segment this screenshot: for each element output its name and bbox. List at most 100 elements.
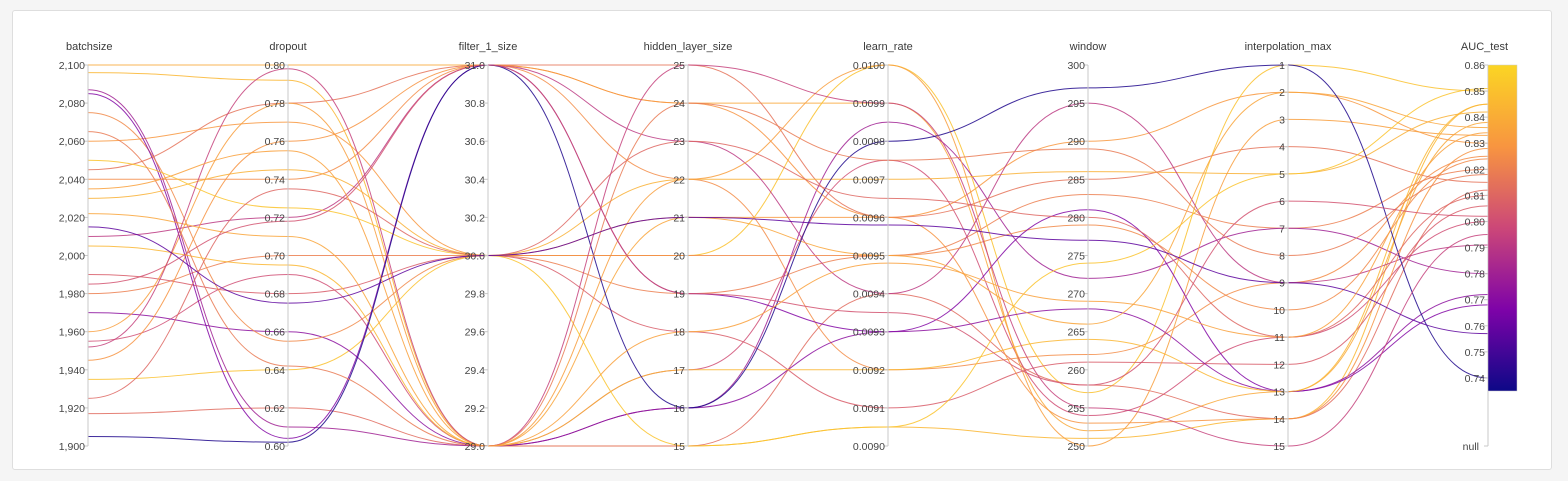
tick-label: 16 [673, 403, 685, 415]
axis-title: batchsize [66, 41, 112, 53]
run-line-6[interactable] [87, 159, 1489, 447]
tick-label: 270 [1067, 289, 1085, 301]
color-scale-bar [1487, 64, 1518, 392]
tick-label: 0.76 [1465, 321, 1486, 333]
run-line-9[interactable] [87, 89, 1489, 447]
run-line-24[interactable] [87, 64, 1489, 447]
tick-label: 0.0091 [853, 403, 885, 415]
axis-title: filter_1_size [459, 41, 518, 53]
tick-label: 1,940 [59, 365, 85, 377]
run-line-26[interactable] [87, 216, 1489, 335]
axis-batchsize[interactable]: batchsize 1,900 1,920 1,940 1,960 1,980 2,000 2… [59, 41, 113, 453]
tick-label: 10 [1273, 305, 1285, 317]
axis-window[interactable]: window 250 255 260 265 270 275 280 285 290 295 300 [1067, 41, 1106, 453]
tick-label: 0.74 [265, 174, 286, 186]
tick-label: 5 [1279, 169, 1285, 181]
null-label: null [1463, 441, 1479, 453]
tick-label: 1,980 [59, 289, 85, 301]
tick-label: 30.0 [465, 251, 486, 263]
axis-title: window [1069, 41, 1107, 53]
tick-label: 0.76 [265, 136, 286, 148]
axis-filter-1-size[interactable]: filter_1_size 29.0 29.2 29.4 29.6 29.8 30.0 30.… [459, 41, 518, 453]
tick-label: 0.83 [1465, 138, 1486, 150]
tick-label: 0.80 [1465, 216, 1486, 228]
tick-label: 30.8 [465, 98, 486, 110]
tick-label: 23 [673, 136, 685, 148]
tick-label: 0.82 [1465, 164, 1486, 176]
run-line-19[interactable] [87, 91, 1489, 447]
run-line-3[interactable] [87, 91, 1489, 257]
tick-label: 290 [1067, 136, 1085, 148]
tick-label: 2,060 [59, 136, 85, 148]
tick-label: 29.4 [465, 365, 486, 377]
tick-label: 0.72 [265, 212, 286, 224]
tick-label: 260 [1067, 365, 1085, 377]
tick-label: 31.0 [465, 60, 486, 72]
tick-label: 30.2 [465, 212, 486, 224]
run-line-10[interactable] [87, 64, 1489, 218]
tick-label: 14 [1273, 414, 1285, 426]
run-line-21[interactable] [87, 87, 1489, 447]
tick-label: 295 [1067, 98, 1085, 110]
tick-label: 0.68 [265, 289, 286, 301]
tick-label: 1,960 [59, 327, 85, 339]
axis-hidden-layer-size[interactable]: hidden_layer_size 15 16 17 18 19 20 21 22 23 24 25 [644, 41, 733, 453]
tick-label: 8 [1279, 251, 1285, 263]
tick-label: 0.74 [1465, 373, 1486, 385]
tick-label: 29.2 [465, 403, 486, 415]
tick-label: 21 [673, 212, 685, 224]
tick-label: 0.0096 [853, 212, 885, 224]
tick-label: 18 [673, 327, 685, 339]
tick-label: 1 [1279, 60, 1285, 72]
tick-label: 24 [673, 98, 685, 110]
tick-label: 30.4 [465, 174, 486, 186]
run-line-5[interactable] [87, 168, 1489, 295]
run-line-11[interactable] [87, 111, 1489, 257]
tick-label: 0.0100 [853, 60, 885, 72]
tick-label: 0.78 [1465, 269, 1486, 281]
tick-label: 285 [1067, 174, 1085, 186]
tick-label: 0.75 [1465, 347, 1486, 359]
tick-label: 25 [673, 60, 685, 72]
axis-title: dropout [269, 41, 306, 53]
tick-label: 7 [1279, 223, 1285, 235]
run-line-27[interactable] [87, 64, 1489, 386]
tick-label: 0.79 [1465, 243, 1486, 255]
tick-label: 0.62 [265, 403, 286, 415]
run-line-2[interactable] [88, 64, 1489, 432]
tick-label: 1,920 [59, 403, 85, 415]
tick-label: 0.0094 [853, 289, 885, 301]
run-lines [87, 64, 1489, 447]
tick-label: 280 [1067, 212, 1085, 224]
tick-label: 0.0099 [853, 98, 885, 110]
tick-label: 2,020 [59, 212, 85, 224]
axis-learn-rate[interactable]: learn_rate 0.0090 0.0091 0.0092 0.0093 0.0094… [853, 41, 913, 453]
tick-label: 255 [1067, 403, 1085, 415]
tick-label: 0.84 [1465, 112, 1486, 124]
tick-label: 2,000 [59, 251, 85, 263]
tick-label: 250 [1067, 441, 1085, 453]
tick-label: 30.6 [465, 136, 486, 148]
axis-title: hidden_layer_size [644, 41, 733, 53]
tick-label: 2,100 [59, 60, 85, 72]
tick-label: 2,080 [59, 98, 85, 110]
tick-label: 17 [673, 365, 685, 377]
tick-label: 20 [673, 251, 685, 263]
axis-dropout[interactable]: dropout 0.60 0.62 0.64 0.66 0.68 0.70 0.72 0.74 0… [265, 41, 307, 453]
axes: batchsize 1,900 1,920 1,940 1,960 1,980 2,000 2… [59, 41, 1508, 453]
tick-label: 0.60 [265, 441, 286, 453]
tick-label: 0.86 [1465, 60, 1486, 72]
tick-label: 0.64 [265, 365, 286, 377]
tick-label: 0.0092 [853, 365, 885, 377]
tick-label: 0.80 [265, 60, 286, 72]
tick-label: 0.0097 [853, 174, 885, 186]
tick-label: 6 [1279, 196, 1285, 208]
tick-label: 0.85 [1465, 86, 1486, 98]
tick-label: 0.0095 [853, 251, 885, 263]
tick-label: 29.8 [465, 289, 486, 301]
run-line-12[interactable] [87, 64, 1489, 295]
tick-label: 0.0098 [853, 136, 885, 148]
run-line-20[interactable] [87, 103, 1489, 447]
